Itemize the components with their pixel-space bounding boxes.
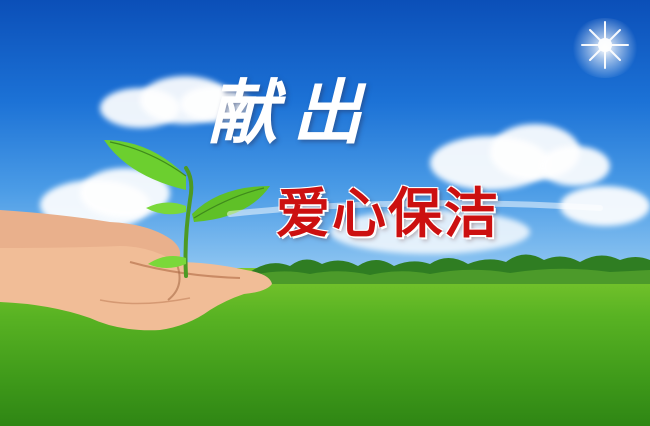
hands-illustration [0, 210, 272, 331]
seedling-icon [104, 140, 270, 278]
tree-line [250, 254, 650, 284]
light-streak [227, 200, 603, 217]
headline-line-2: 爱心保洁 [276, 181, 500, 245]
sun-rays-icon [581, 21, 629, 69]
headline-line-1: 献出 [208, 71, 376, 154]
